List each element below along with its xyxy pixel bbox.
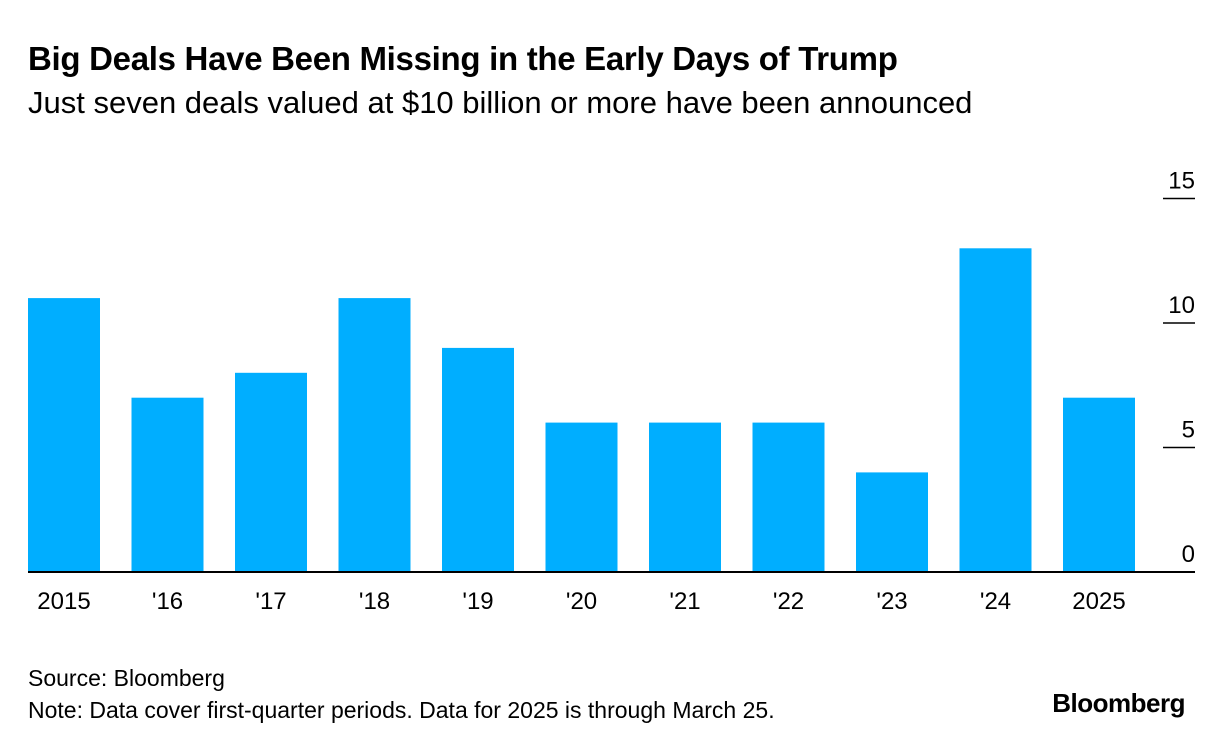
y-tick-label: 10 [1168, 292, 1195, 319]
bar-1 [131, 397, 204, 572]
y-tick-label: 5 [1182, 417, 1195, 444]
source-note: Source: Bloomberg [28, 665, 225, 691]
bar-9 [959, 248, 1032, 573]
y-tick-label: 0 [1182, 541, 1195, 568]
x-tick-label: '19 [462, 588, 493, 615]
bar-2 [235, 372, 307, 572]
y-axis: 0 5 10 15 [1163, 168, 1195, 568]
x-tick-label: '22 [773, 588, 804, 615]
bar-6 [649, 422, 721, 572]
x-tick-label: '20 [566, 588, 597, 615]
bloomberg-logo: Bloomberg [1052, 688, 1185, 718]
x-tick-label: '17 [255, 588, 286, 615]
bar-7 [752, 422, 825, 572]
bar-10 [1063, 397, 1135, 572]
x-tick-label: '16 [152, 588, 183, 615]
footnote: Note: Data cover first-quarter periods. … [28, 697, 775, 723]
x-tick-label: 2015 [37, 588, 90, 615]
y-tick-label: 15 [1168, 168, 1195, 195]
bar-5 [545, 422, 618, 572]
chart-title: Big Deals Have Been Missing in the Early… [28, 40, 898, 77]
x-tick-label: '23 [876, 588, 907, 615]
chart-subtitle: Just seven deals valued at $10 billion o… [28, 85, 973, 120]
bar-0 [28, 298, 100, 572]
bar-4 [442, 347, 514, 572]
bar-3 [338, 298, 411, 572]
x-tick-label: '24 [980, 588, 1011, 615]
x-axis: 2015 '16 '17 '18 '19 '20 '21 '22 '23 '24 2025 [28, 571, 1195, 615]
x-tick-label: '21 [669, 588, 700, 615]
x-tick-label: 2025 [1072, 588, 1125, 615]
bar-8 [856, 472, 928, 572]
x-tick-label: '18 [359, 588, 390, 615]
bars-group [28, 248, 1135, 573]
